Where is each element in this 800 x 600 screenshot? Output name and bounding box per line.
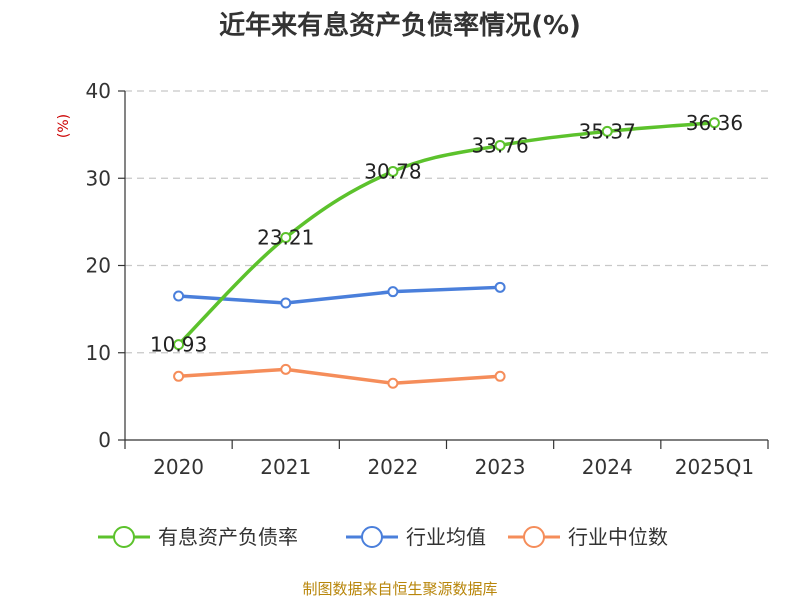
legend-marker [523, 526, 545, 548]
y-tick-label: 30 [86, 166, 111, 190]
data-point [387, 165, 399, 177]
x-tick-label: 2020 [153, 455, 204, 479]
legend: 有息资产负债率 行业均值 行业中位数 [98, 525, 668, 549]
data-label: 23.21 [257, 225, 314, 249]
series-line [176, 121, 717, 347]
data-point [387, 286, 399, 298]
data-point [708, 117, 720, 129]
y-tick-label: 10 [86, 341, 111, 365]
legend-label: 行业中位数 [568, 525, 668, 549]
data-label: 33.76 [471, 133, 528, 157]
data-point [494, 370, 506, 382]
series-line [176, 285, 502, 305]
data-point [280, 231, 292, 243]
x-tick-label: 2021 [260, 455, 311, 479]
axes: 0 10 20 30 40 2020 2021 2022 2023 2024 2025Q1 [86, 79, 769, 479]
y-tick-label: 40 [86, 79, 111, 103]
y-tick-label: 0 [98, 428, 111, 452]
x-tick-label: 2024 [582, 455, 633, 479]
y-axis-label: (%) [56, 114, 72, 138]
data-label: 35.37 [579, 119, 636, 143]
data-point [173, 370, 185, 382]
data-point [173, 339, 185, 351]
legend-item: 行业中位数 [508, 525, 668, 549]
data-point [494, 139, 506, 151]
data-label: 36.36 [686, 111, 743, 135]
legend-marker [113, 526, 135, 548]
series-lines [173, 117, 720, 389]
data-point [280, 363, 292, 375]
series-line [176, 367, 502, 386]
y-tick-label: 20 [86, 254, 111, 278]
data-point [173, 290, 185, 302]
data-label: 30.78 [364, 159, 421, 183]
data-labels: 10.93 23.21 30.78 33.76 35.37 36.36 [150, 111, 743, 357]
data-point [601, 125, 613, 137]
data-point [280, 297, 292, 309]
data-label: 10.93 [150, 333, 207, 357]
data-point [387, 377, 399, 389]
legend-item: 行业均值 [346, 525, 486, 549]
chart-title: 近年来有息资产负债率情况(%) [219, 10, 581, 41]
source-note: 制图数据来自恒生聚源数据库 [302, 580, 497, 598]
legend-item: 有息资产负债率 [98, 525, 298, 549]
x-tick-label: 2022 [367, 455, 418, 479]
legend-label: 有息资产负债率 [158, 525, 298, 549]
x-tick-label: 2023 [475, 455, 526, 479]
grid-lines [125, 90, 768, 354]
data-point [494, 281, 506, 293]
x-tick-label: 2025Q1 [675, 455, 754, 479]
legend-marker [361, 526, 383, 548]
legend-label: 行业均值 [406, 525, 486, 549]
